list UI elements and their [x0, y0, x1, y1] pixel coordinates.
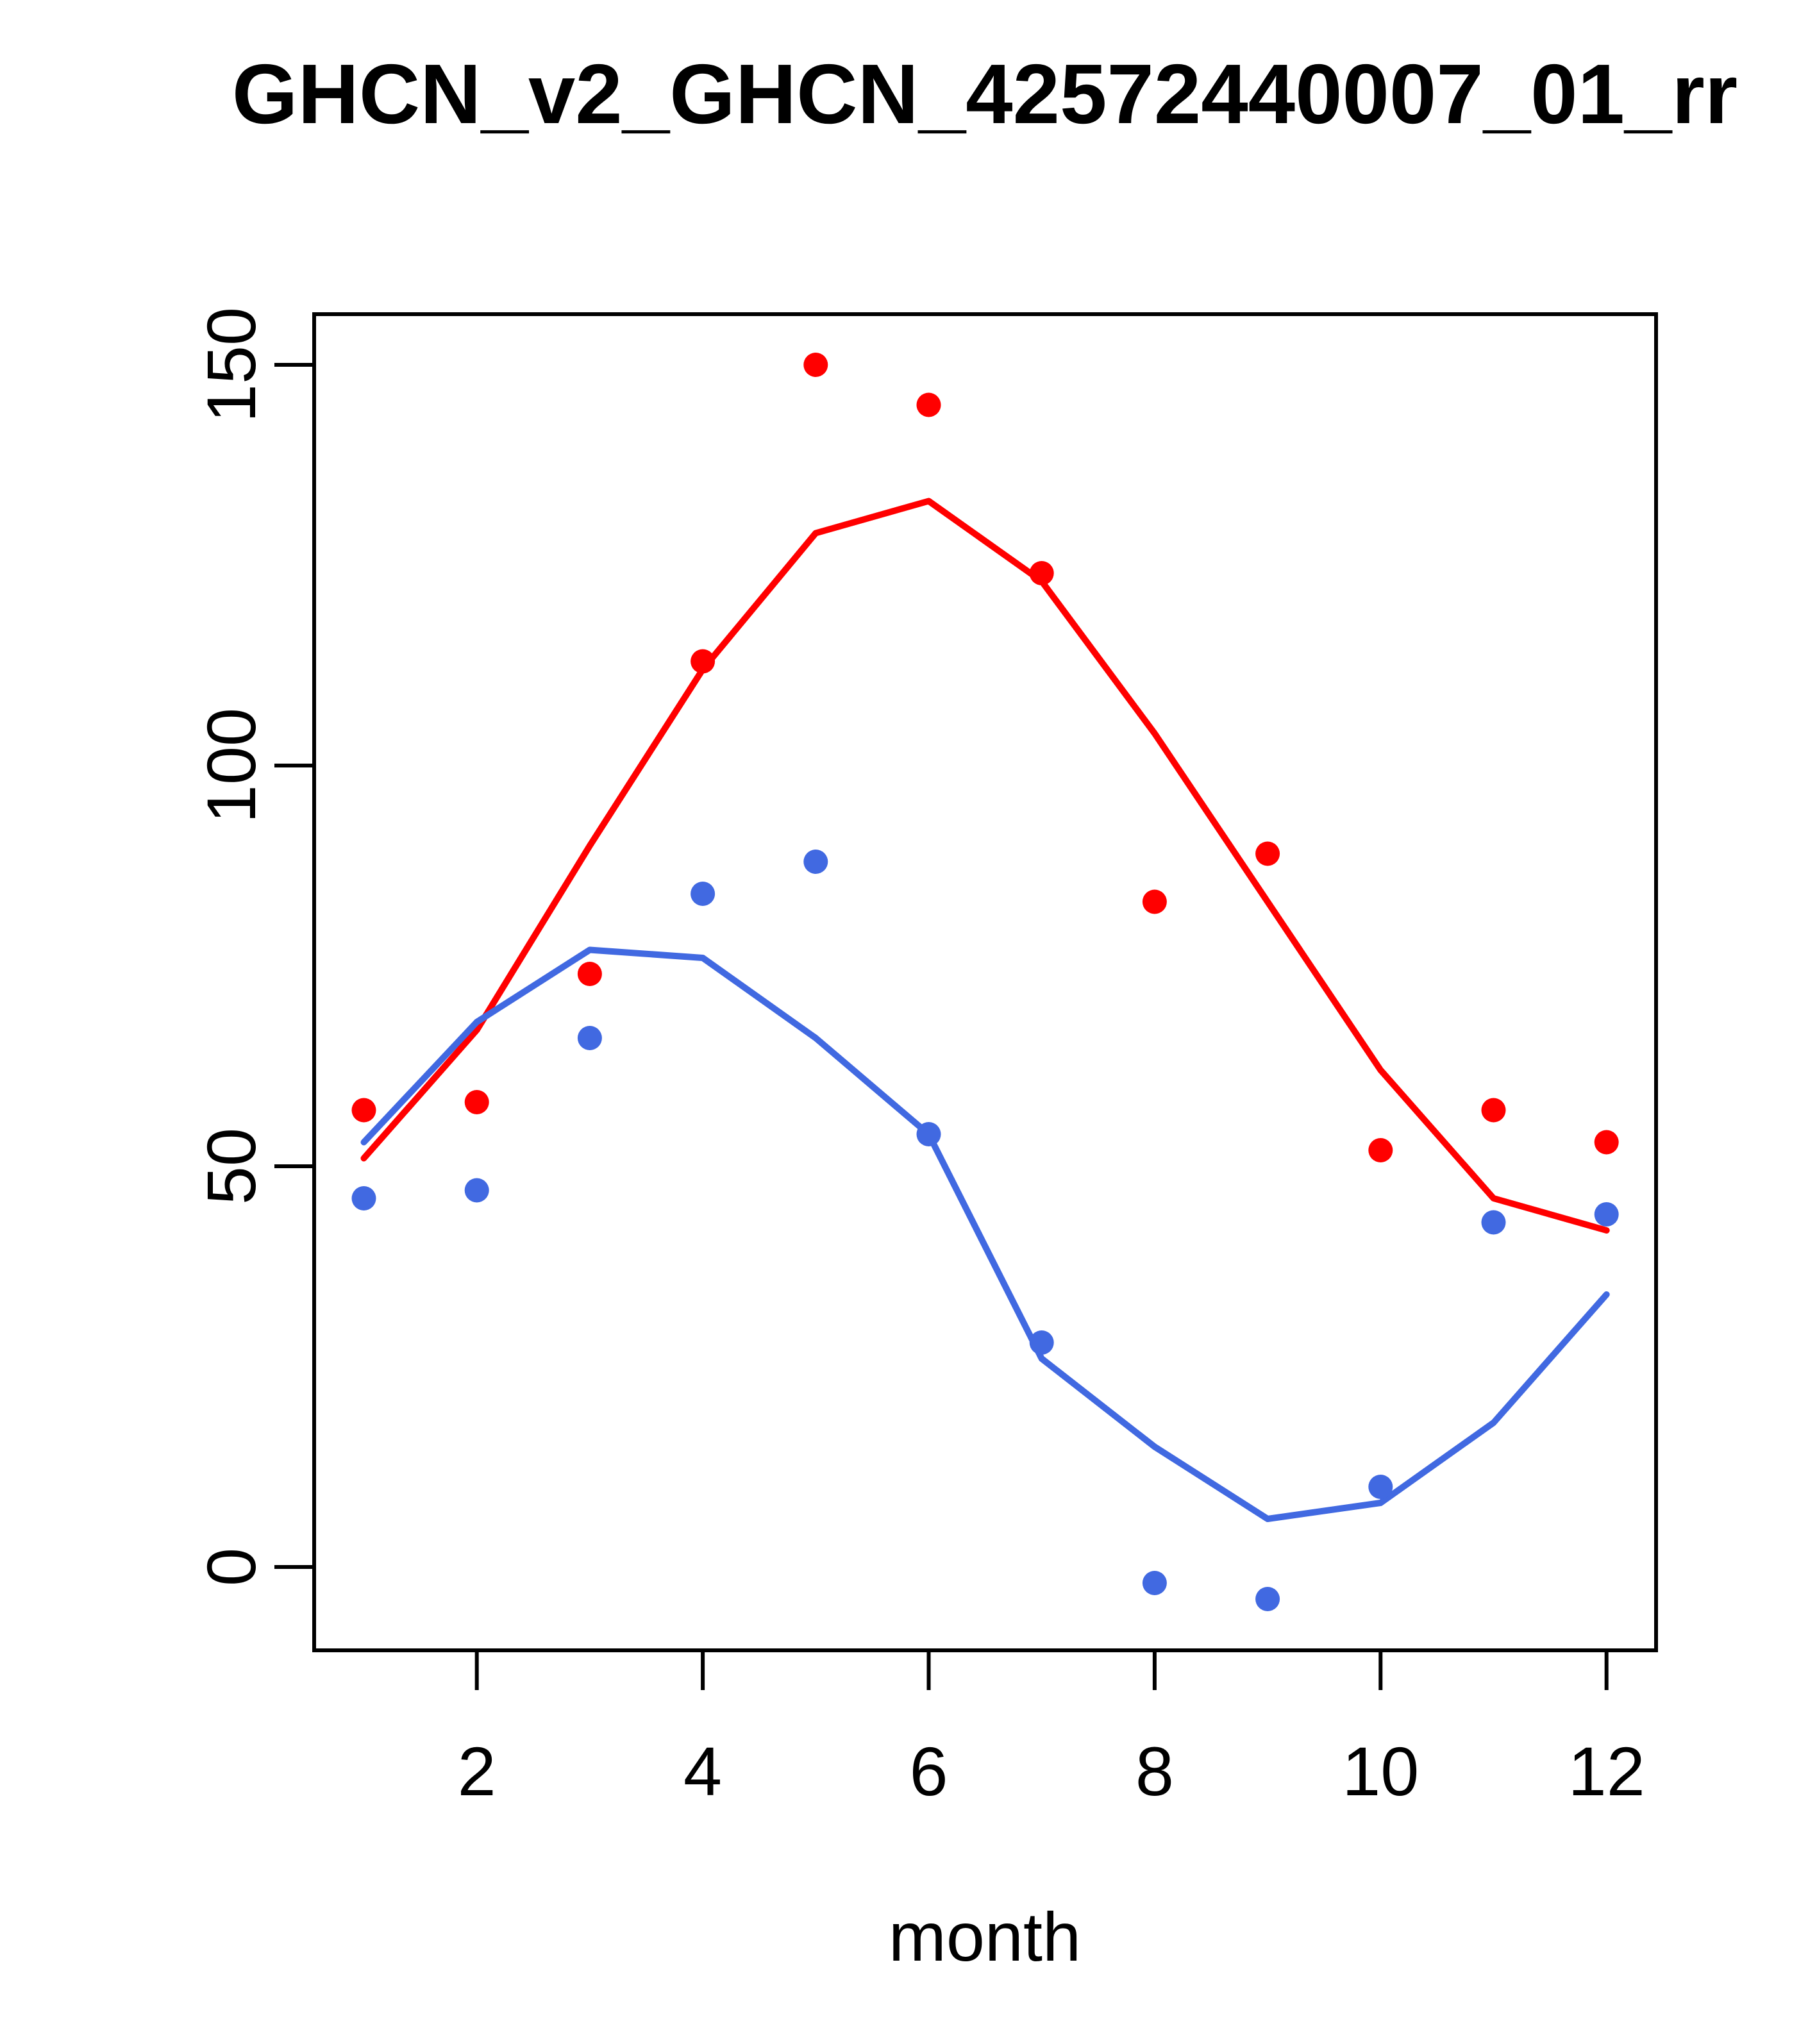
- x-tick-label: 6: [909, 1732, 948, 1810]
- red-smooth-line: [360, 498, 1610, 1234]
- plot-box: [312, 312, 1658, 1652]
- series-lines: [360, 498, 1610, 1522]
- red-data-point: [916, 392, 941, 417]
- x-tick-label: 2: [458, 1732, 496, 1810]
- x-tick-label: 12: [1568, 1732, 1645, 1810]
- red-data-point: [803, 353, 828, 377]
- x-tick-label: 4: [683, 1732, 722, 1810]
- x-axis: 2 4 6 8 10 12: [458, 1650, 1645, 1810]
- blue-data-point: [916, 1122, 941, 1146]
- x-axis-label: month: [889, 1898, 1081, 1975]
- x-tick-label: 8: [1135, 1732, 1174, 1810]
- blue-data-point: [577, 1026, 602, 1050]
- red-data-point: [691, 649, 716, 674]
- y-tick-label: 50: [192, 1128, 270, 1205]
- blue-data-point: [803, 850, 828, 874]
- x-tick-label: 10: [1342, 1732, 1419, 1810]
- y-axis: 0 50 100 150: [192, 307, 314, 1586]
- y-tick-label: 100: [192, 708, 270, 823]
- blue-data-point: [691, 882, 716, 906]
- blue-data-point: [351, 1186, 376, 1210]
- blue-data-point: [1481, 1210, 1506, 1235]
- red-data-point: [351, 1098, 376, 1123]
- red-data-point: [1594, 1130, 1619, 1155]
- blue-data-point: [1142, 1571, 1167, 1595]
- y-tick-label: 0: [192, 1548, 270, 1586]
- chart-title: GHCN_v2_GHCN_42572440007_01_rr: [232, 47, 1737, 141]
- blue-data-point: [464, 1178, 489, 1203]
- red-data-point: [1481, 1098, 1506, 1123]
- series-points: [351, 353, 1619, 1611]
- red-data-point: [1255, 841, 1280, 866]
- red-data-point: [1368, 1138, 1393, 1162]
- blue-data-point: [1255, 1587, 1280, 1611]
- red-data-point: [1029, 561, 1054, 585]
- blue-data-point: [1029, 1330, 1054, 1355]
- blue-smooth-line: [360, 946, 1610, 1522]
- red-data-point: [1142, 889, 1167, 914]
- red-data-point: [464, 1090, 489, 1114]
- y-tick-label: 150: [192, 307, 270, 423]
- blue-data-point: [1368, 1475, 1393, 1499]
- red-data-point: [577, 962, 602, 986]
- blue-data-point: [1594, 1202, 1619, 1227]
